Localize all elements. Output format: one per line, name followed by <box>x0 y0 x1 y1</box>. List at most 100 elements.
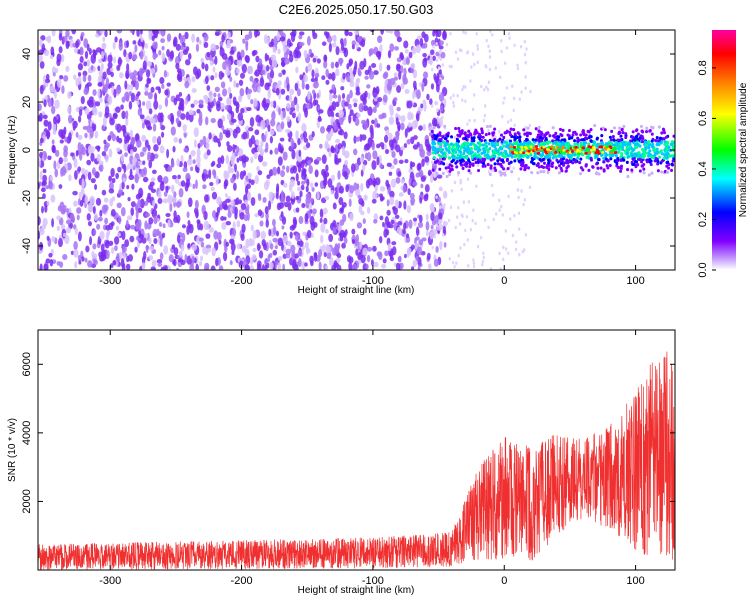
spectrogram-cell <box>462 85 465 89</box>
spectrogram-cell <box>504 229 508 233</box>
spectrogram-cell <box>670 168 674 172</box>
spectrogram-cell <box>314 169 319 178</box>
spectrogram-cell <box>534 127 538 131</box>
spectrogram-cell <box>289 231 293 239</box>
spectrogram-cell <box>175 117 180 124</box>
spectrogram-cell <box>612 138 616 142</box>
spectrogram-cell <box>546 154 550 159</box>
spectrogram-cell <box>159 252 164 260</box>
spectrogram-cell <box>513 159 517 163</box>
spectrogram-cell <box>289 88 295 96</box>
spectrogram-cell <box>244 179 248 187</box>
colorbar-tick-label: 0.0 <box>697 262 709 277</box>
colorbar-axis: 0.00.20.40.60.8 <box>697 60 716 278</box>
spectrogram-cell <box>341 204 345 210</box>
spectrogram-cell <box>171 244 176 250</box>
spectrogram-cell <box>99 97 103 103</box>
spectrogram-cell <box>386 221 391 229</box>
spectrogram-cell <box>515 240 518 244</box>
spectrogram-cell <box>438 133 442 137</box>
spectrogram-cell <box>450 189 454 193</box>
spectrogram-cell <box>102 116 107 127</box>
spectrogram-cell <box>483 218 487 222</box>
spectrogram-cell <box>449 142 453 146</box>
spectrogram-cell <box>491 131 495 135</box>
spectrogram-cell <box>281 241 284 251</box>
spectrogram-cell <box>500 147 504 151</box>
spectrogram-cell <box>666 151 670 155</box>
spectrogram-cell <box>500 139 504 144</box>
spectrogram-cell <box>336 253 342 259</box>
spectrogram-cell <box>261 239 266 247</box>
spectrogram-cell <box>136 91 141 96</box>
spectrogram-cell <box>355 40 359 49</box>
spectrogram-cell <box>116 30 123 34</box>
spectrogram-cell <box>208 169 212 180</box>
spectrogram-cell <box>54 168 59 178</box>
spectrogram-cell <box>450 135 454 139</box>
spectrogram-cell <box>500 49 503 54</box>
spectrogram-cell <box>660 170 664 174</box>
spectrogram-y-tick-label: 20 <box>21 96 33 108</box>
spectrogram-cell <box>196 219 201 224</box>
spectrogram-cell <box>508 130 512 134</box>
spectrogram-cell <box>330 61 335 69</box>
spectrogram-cell <box>124 136 128 145</box>
spectrogram-cell <box>295 172 299 182</box>
spectrogram-cell <box>181 224 187 229</box>
spectrogram-cell <box>361 92 367 102</box>
spectrogram-cell <box>385 129 390 136</box>
spectrogram-cell <box>399 146 406 151</box>
snr-background <box>38 330 675 570</box>
spectrogram-cell <box>90 152 95 162</box>
spectrogram-cell <box>363 194 368 201</box>
spectrogram-cell <box>447 150 451 155</box>
spectrogram-cell <box>146 196 152 203</box>
spectrogram-cell <box>487 142 491 146</box>
spectrogram-cell <box>291 139 295 149</box>
spectrogram-cell <box>396 106 401 112</box>
spectrogram-cell <box>564 142 568 147</box>
spectrogram-cell <box>98 58 103 64</box>
spectrogram-cell <box>349 89 353 99</box>
spectrogram-cell <box>131 183 135 190</box>
spectrogram-cell <box>384 134 389 143</box>
spectrogram-cell <box>619 147 623 151</box>
spectrogram-cell <box>229 92 233 99</box>
spectrogram-cell <box>620 152 624 156</box>
spectrogram-cell <box>94 130 99 139</box>
spectrogram-cell <box>453 264 456 269</box>
spectrogram-cell <box>67 105 72 115</box>
spectrogram-cell <box>435 159 439 163</box>
spectrogram-cell <box>355 233 359 244</box>
spectrogram-cell <box>339 58 343 67</box>
spectrogram-cell <box>221 88 228 97</box>
spectrogram-cell <box>264 52 268 62</box>
spectrogram-cell <box>285 253 291 259</box>
spectrogram-cell <box>120 104 124 110</box>
spectrogram-cell <box>599 166 603 170</box>
spectrogram-cell <box>146 154 151 161</box>
spectrogram-cell <box>348 256 354 264</box>
spectrogram-cell <box>488 172 492 176</box>
spectrogram-cell <box>343 237 348 244</box>
spectrogram-cell <box>65 30 70 38</box>
spectrogram-cell <box>509 160 513 164</box>
spectrogram-cell <box>238 79 244 86</box>
spectrogram-cell <box>325 164 329 172</box>
spectrogram-cell <box>349 185 355 194</box>
spectrogram-cell <box>255 139 260 146</box>
spectrogram-cell <box>259 77 265 88</box>
spectrogram-cell <box>87 202 93 213</box>
spectrogram-cell <box>339 219 345 226</box>
spectrogram-cell <box>397 121 401 131</box>
spectrogram-cell <box>459 246 462 250</box>
spectrogram-cell <box>472 258 475 262</box>
spectrogram-cell <box>568 154 572 158</box>
spectrogram-cell <box>148 245 155 251</box>
spectrogram-cell <box>612 126 616 130</box>
spectrogram-cell <box>72 190 78 196</box>
spectrogram-cell <box>245 42 249 52</box>
spectrogram-cell <box>611 134 615 139</box>
spectrogram-cell <box>108 240 114 246</box>
